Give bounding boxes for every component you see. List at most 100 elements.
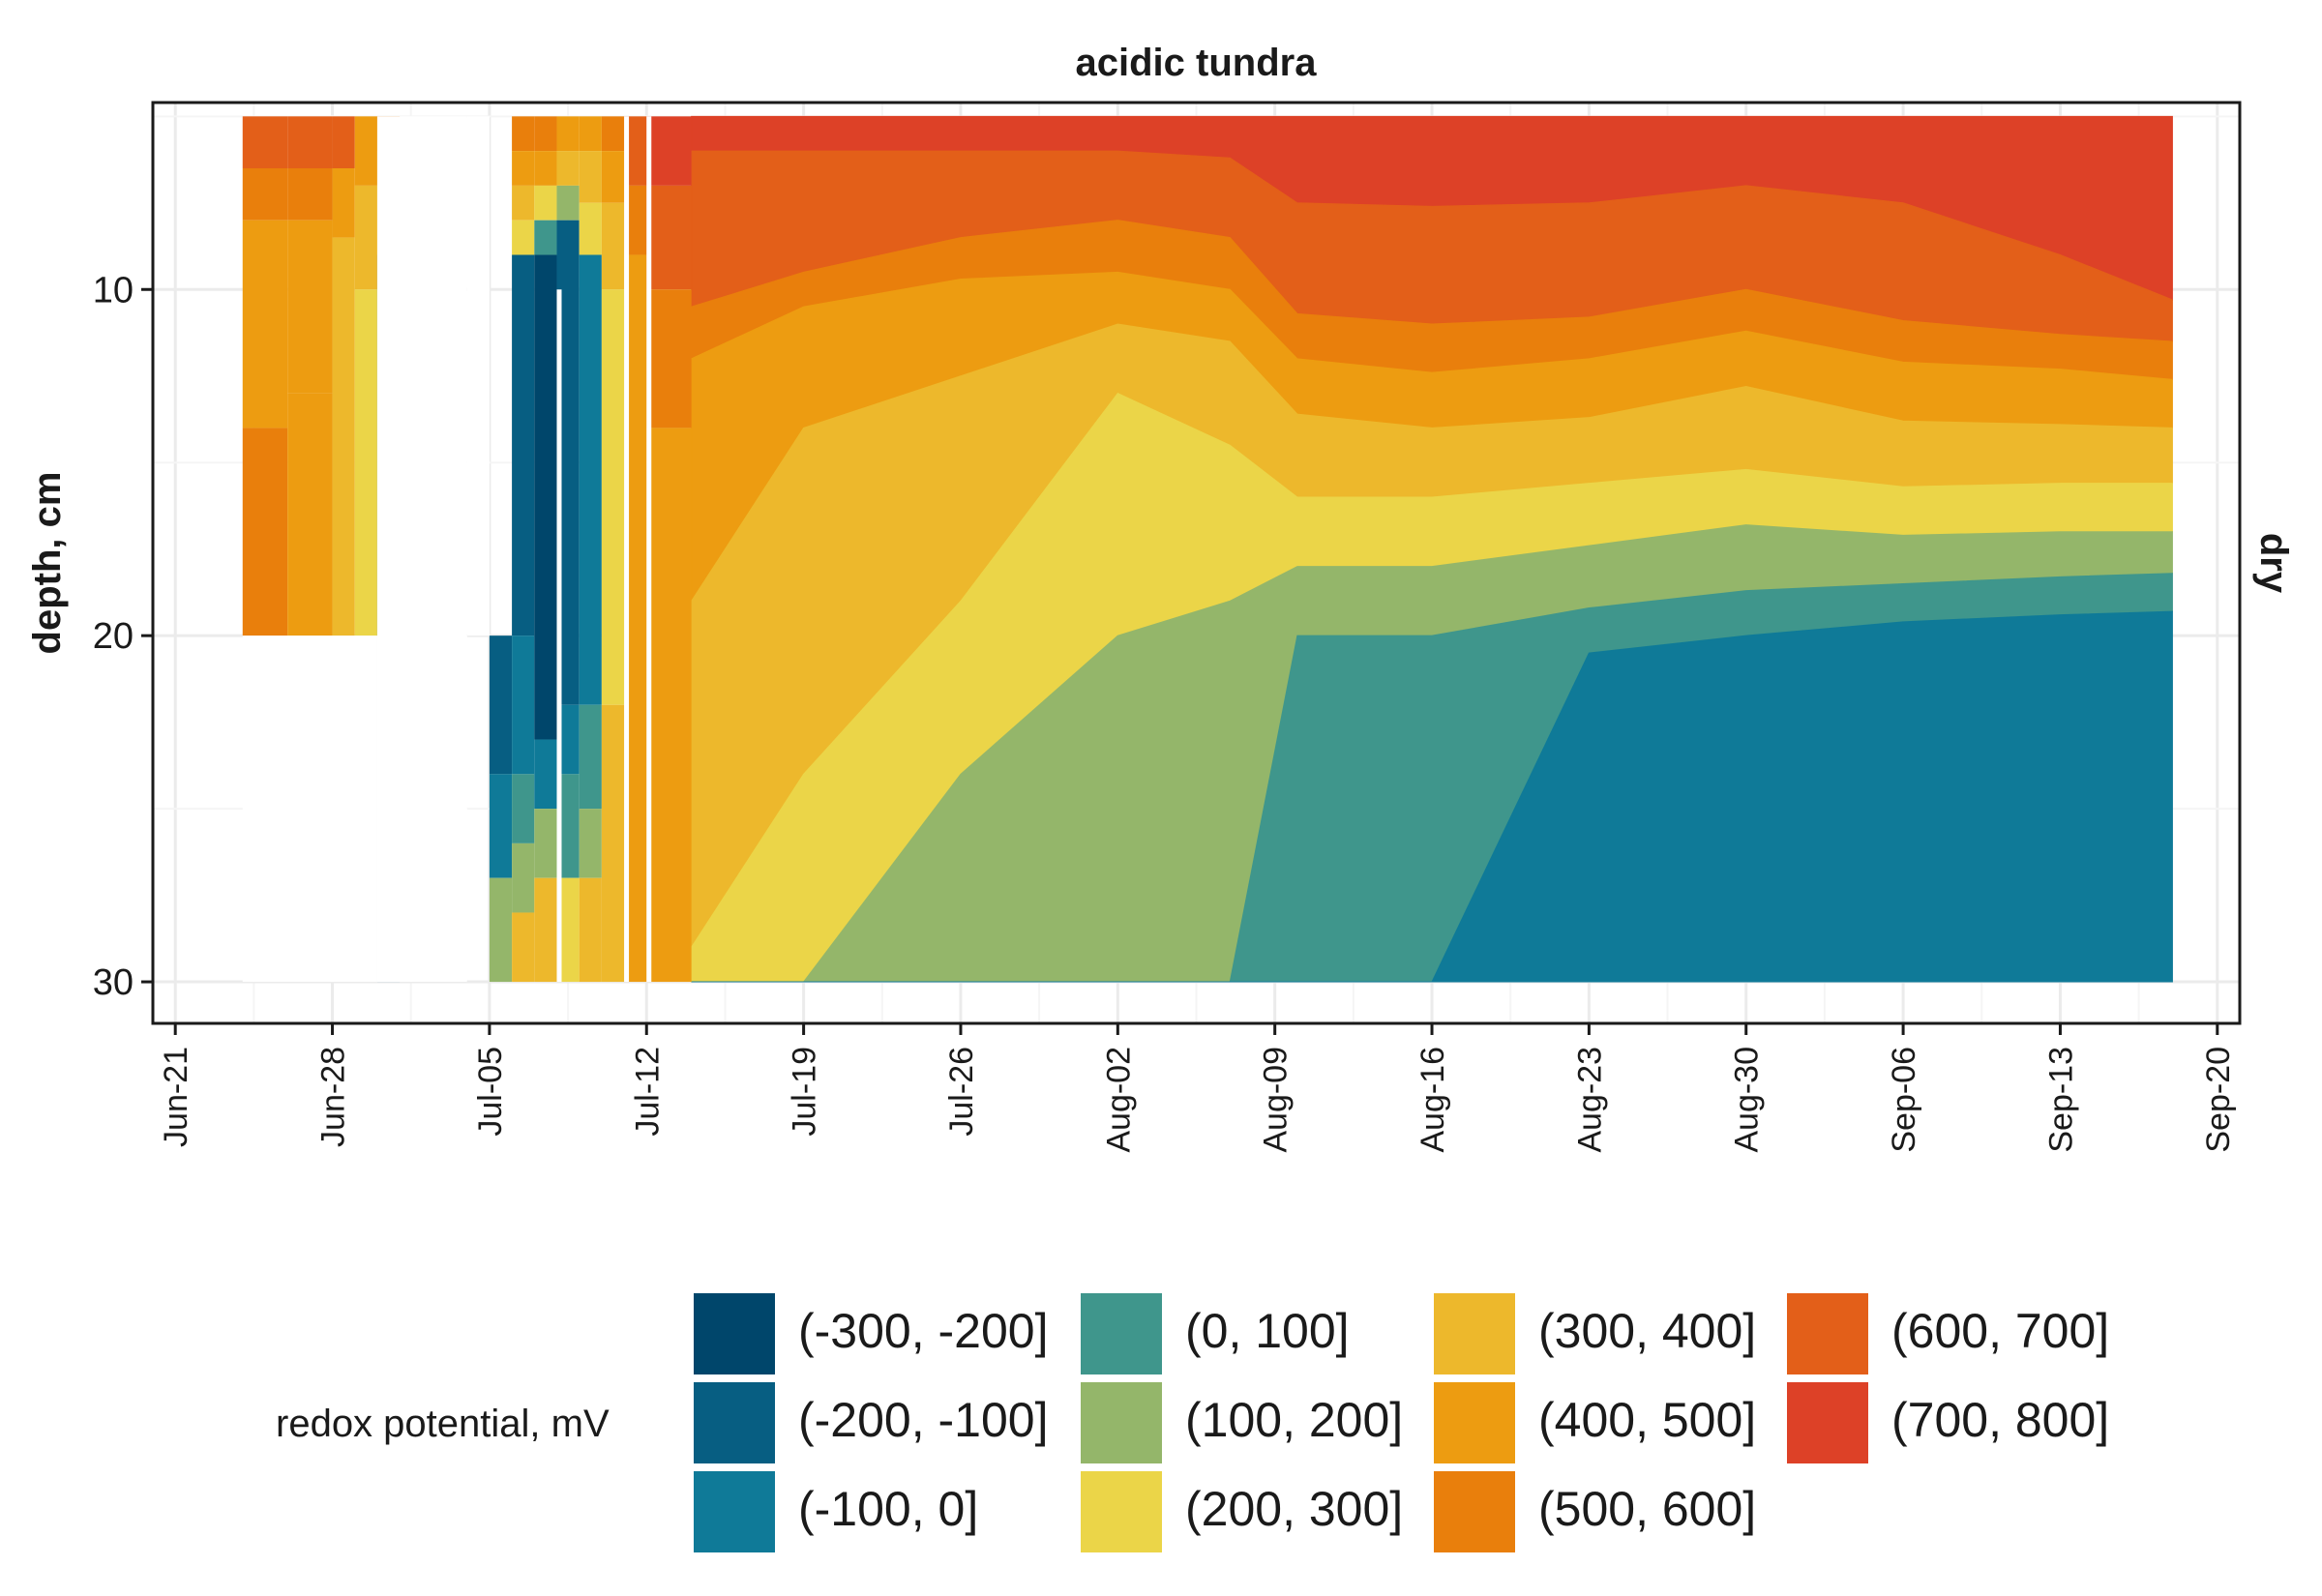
x-tick-label: Sep-20	[2200, 1047, 2237, 1153]
legend-label: (200, 300]	[1185, 1482, 1404, 1536]
no-data-gap	[646, 116, 652, 983]
legend-label: (400, 500]	[1538, 1393, 1757, 1447]
no-data-gap	[624, 116, 630, 983]
no-data-gap	[242, 635, 377, 983]
legend-key-swatch	[1785, 1291, 1870, 1376]
profile-column	[287, 393, 333, 636]
heatmap-layer	[242, 115, 2173, 983]
profile-column	[601, 202, 625, 290]
legend-title: redox potential, mV	[276, 1403, 610, 1445]
chart-title: acidic tundra	[1076, 42, 1318, 84]
profile-column	[624, 254, 647, 983]
profile-column	[489, 877, 513, 983]
profile-column	[534, 116, 557, 152]
no-data-gap	[466, 116, 490, 636]
profile-column	[579, 202, 602, 255]
profile-column	[534, 185, 557, 221]
profile-column	[242, 220, 288, 429]
x-tick-label: Aug-02	[1100, 1047, 1137, 1153]
profile-column	[512, 220, 535, 255]
profile-column	[556, 877, 580, 983]
profile-column	[354, 116, 377, 186]
profile-column	[287, 116, 333, 168]
profile-column	[332, 237, 355, 636]
legend-key-swatch	[1785, 1380, 1870, 1465]
profile-column	[534, 877, 557, 983]
profile-column	[534, 809, 557, 878]
x-tick-label: Aug-30	[1729, 1047, 1766, 1153]
profile-column	[601, 151, 625, 203]
legend-label: (-300, -200]	[798, 1304, 1049, 1358]
x-tick-label: Aug-23	[1571, 1047, 1608, 1153]
facet-strip-label: dry	[2252, 533, 2295, 594]
x-tick-label: Aug-09	[1258, 1047, 1295, 1153]
profile-column	[601, 704, 625, 983]
legend-label: (-100, 0]	[798, 1482, 979, 1536]
legend-label: (0, 100]	[1185, 1304, 1350, 1358]
profile-column	[242, 116, 288, 168]
no-data-gap	[444, 635, 467, 948]
profile-column	[242, 428, 288, 636]
profile-column	[332, 168, 355, 238]
y-tick-label: 20	[93, 616, 134, 657]
legend-label: (700, 800]	[1891, 1393, 2110, 1447]
legend-key-swatch	[1432, 1469, 1517, 1554]
legend-key-swatch	[1432, 1380, 1517, 1465]
x-tick-label: Aug-16	[1414, 1047, 1451, 1153]
profile-column	[287, 220, 333, 394]
legend-key-swatch	[1432, 1291, 1517, 1376]
profile-column	[646, 428, 692, 983]
legend-key-swatch	[1079, 1291, 1164, 1376]
profile-column	[646, 116, 692, 186]
legend-key-swatch	[692, 1380, 777, 1465]
legend-label: (500, 600]	[1538, 1482, 1757, 1536]
legend-label: (300, 400]	[1538, 1304, 1757, 1358]
profile-column	[489, 635, 513, 775]
profile-column	[512, 254, 535, 636]
profile-column	[512, 151, 535, 186]
legend-label: (600, 700]	[1891, 1304, 2110, 1358]
profile-column	[579, 254, 602, 705]
profile-column	[512, 635, 535, 775]
profile-column	[512, 185, 535, 221]
legend-key-swatch	[1079, 1469, 1164, 1554]
legend-label: (-200, -100]	[798, 1393, 1049, 1447]
profile-column	[556, 704, 580, 775]
profile-column	[534, 739, 557, 810]
profile-column	[579, 116, 602, 152]
legend-key-swatch	[692, 1291, 777, 1376]
profile-column	[556, 185, 580, 221]
profile-column	[534, 151, 557, 186]
x-tick-label: Jul-05	[472, 1047, 509, 1137]
no-data-gap	[556, 289, 562, 983]
profile-column	[579, 809, 602, 878]
profile-column	[287, 168, 333, 221]
profile-column	[579, 877, 602, 983]
profile-column	[556, 774, 580, 878]
x-tick-label: Sep-13	[2042, 1047, 2079, 1153]
profile-column	[354, 185, 377, 290]
profile-column	[624, 116, 647, 186]
profile-column	[601, 289, 625, 705]
y-tick-label: 10	[93, 270, 134, 310]
profile-column	[242, 168, 288, 221]
profile-column	[534, 254, 557, 740]
profile-column	[332, 116, 355, 168]
profile-column	[512, 774, 535, 843]
profile-column	[646, 185, 692, 290]
profile-column	[556, 116, 580, 152]
x-tick-label: Jul-19	[787, 1047, 823, 1137]
x-tick-label: Jun-28	[315, 1047, 352, 1147]
profile-column	[646, 289, 692, 429]
legend-key-swatch	[1079, 1380, 1164, 1465]
profile-column	[512, 116, 535, 152]
profile-column	[512, 842, 535, 913]
profile-column	[354, 289, 377, 636]
x-tick-label: Jul-12	[629, 1047, 666, 1137]
profile-column	[556, 220, 580, 705]
profile-column	[489, 774, 513, 878]
legend: redox potential, mV (-300, -200] (-200, -…	[276, 1291, 2114, 1572]
y-axis-title: depth, cm	[26, 472, 69, 655]
profile-column	[512, 912, 535, 983]
